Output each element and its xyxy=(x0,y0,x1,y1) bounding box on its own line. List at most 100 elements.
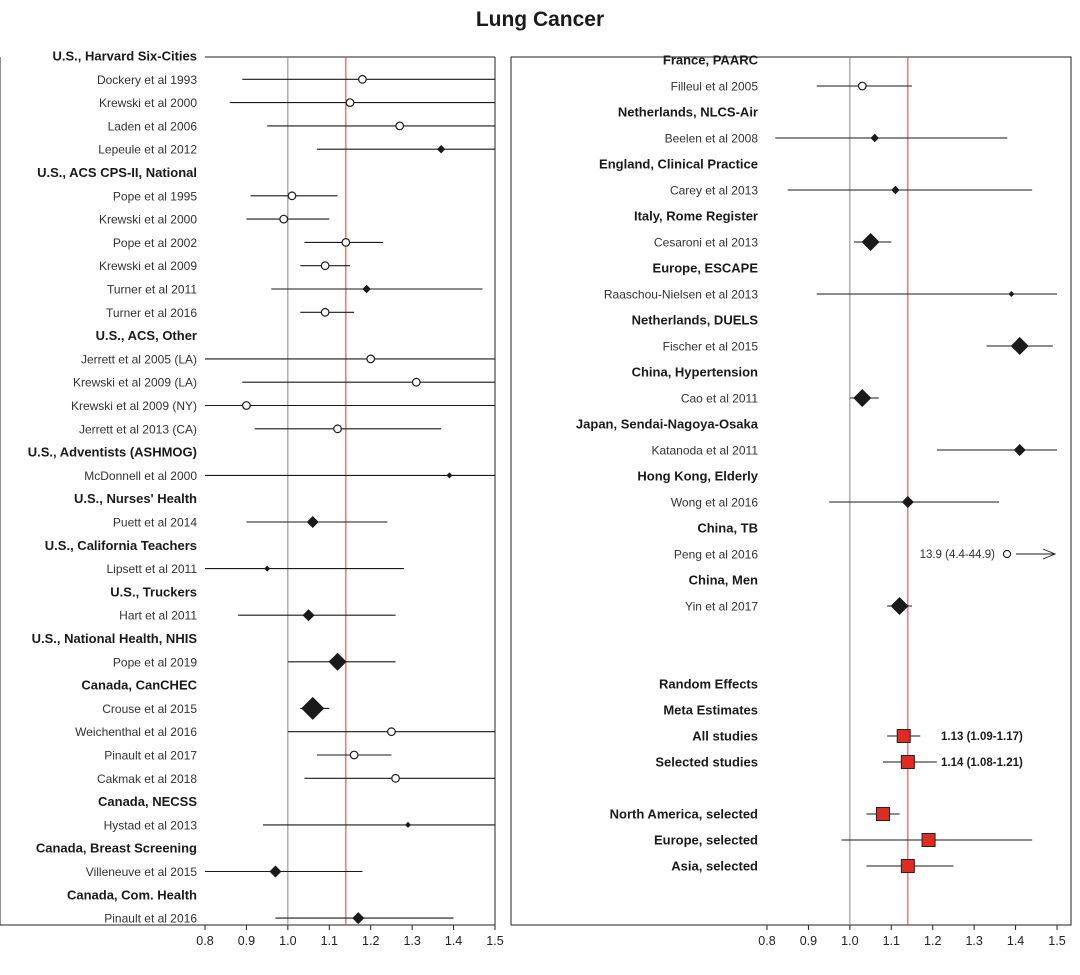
x-tick-label: 1.1 xyxy=(321,934,338,948)
x-tick-label: 1.4 xyxy=(445,934,462,948)
point-estimate-marker xyxy=(352,912,365,925)
point-estimate-marker xyxy=(341,237,351,247)
group-heading: China, TB xyxy=(697,521,758,536)
point-estimate-marker xyxy=(306,516,319,528)
point-estimate-marker xyxy=(853,389,872,407)
point-estimate-marker xyxy=(320,307,330,317)
study-label: Cesaroni et al 2013 xyxy=(654,236,758,250)
study-label: Pope et al 2019 xyxy=(113,655,197,669)
study-label: Filleul et al 2005 xyxy=(671,80,759,94)
study-label: Pope et al 1995 xyxy=(113,189,197,203)
meta-estimate-marker xyxy=(876,807,890,821)
point-estimate-marker xyxy=(1013,444,1026,456)
study-label: Raaschou-Nielsen et al 2013 xyxy=(604,288,758,302)
study-label: Peng et al 2016 xyxy=(674,548,758,562)
point-estimate-marker xyxy=(870,133,879,143)
study-label: Hart et al 2011 xyxy=(119,609,197,623)
x-tick-label: 0.8 xyxy=(758,934,775,948)
study-label: Turner et al 2016 xyxy=(106,306,197,320)
group-heading: Europe, ESCAPE xyxy=(653,261,759,276)
study-label: Laden et al 2006 xyxy=(108,119,198,133)
study-label: Krewski et al 2000 xyxy=(99,213,197,227)
point-estimate-marker xyxy=(301,696,325,720)
point-estimate-marker xyxy=(242,401,251,410)
point-estimate-marker xyxy=(328,652,347,671)
point-estimate-marker xyxy=(333,424,342,434)
meta-label: Selected studies xyxy=(655,755,758,770)
group-heading: Netherlands, NLCS-Air xyxy=(618,105,758,120)
point-estimate-marker xyxy=(901,496,914,508)
x-tick-label: 0.9 xyxy=(238,934,255,948)
point-estimate-marker xyxy=(891,185,900,195)
study-label: Beelen et al 2008 xyxy=(665,132,759,146)
study-label: Krewski et al 2009 (NY) xyxy=(71,399,197,413)
point-estimate-marker xyxy=(1010,337,1029,355)
study-label: Krewski et al 2009 (LA) xyxy=(73,376,197,390)
study-label: Carey et al 2013 xyxy=(670,184,758,198)
study-label: Jerrett et al 2013 (CA) xyxy=(79,422,197,436)
point-estimate-marker xyxy=(387,727,396,737)
x-tick-label: 1.1 xyxy=(883,934,900,948)
x-tick-label: 1.5 xyxy=(1048,934,1065,948)
group-heading: Canada, NECSS xyxy=(98,794,197,809)
group-heading: France, PAARC xyxy=(663,53,759,68)
meta-estimate-marker xyxy=(921,833,936,847)
meta-estimate-marker xyxy=(900,859,915,873)
group-heading: China, Men xyxy=(689,573,758,588)
study-label: Yin et al 2017 xyxy=(685,600,758,614)
group-heading: U.S., Nurses' Health xyxy=(74,491,197,506)
point-estimate-marker xyxy=(405,821,411,828)
study-label: Pinault et al 2016 xyxy=(104,912,197,926)
point-estimate-marker xyxy=(264,565,271,572)
x-tick-label: 1.3 xyxy=(965,934,982,948)
point-estimate-marker xyxy=(279,214,289,224)
study-label: Jerrett et al 2005 (LA) xyxy=(81,352,197,366)
point-estimate-marker xyxy=(890,597,909,615)
group-heading: U.S., Harvard Six-Cities xyxy=(53,49,198,64)
study-label: Cakmak et al 2018 xyxy=(97,772,197,786)
right-forest-panel: 0.8 0.9 1.0 1.1 1.2 1.3 1.4 1.5 France, PAARC Fil… xyxy=(510,53,1072,948)
x-tick-label: 1.2 xyxy=(362,934,379,948)
group-heading: U.S., ACS, Other xyxy=(96,328,197,343)
study-label: Krewski et al 2009 xyxy=(99,259,197,273)
plot-frame xyxy=(510,56,1072,926)
point-estimate-marker xyxy=(320,261,330,271)
study-label: Dockery et al 1993 xyxy=(97,73,197,87)
point-estimate-marker xyxy=(345,98,355,107)
point-estimate-marker xyxy=(287,191,297,201)
group-heading: Hong Kong, Elderly xyxy=(637,469,758,484)
left-forest-panel: 0.8 0.9 1.0 1.1 1.2 1.3 1.4 1.5 U.S., Harvard Si… xyxy=(0,49,504,948)
meta-label: North America, selected xyxy=(610,807,758,822)
study-label: Weichenthal et al 2016 xyxy=(75,725,197,739)
x-tick-label: 1.0 xyxy=(841,934,858,948)
group-heading: U.S., Adventists (ASHMOG) xyxy=(28,445,197,460)
group-heading: Canada, CanCHEC xyxy=(81,678,197,693)
group-heading: Netherlands, DUELS xyxy=(632,313,759,328)
meta-estimate-value: 1.13 (1.09-1.17) xyxy=(941,731,1023,743)
x-tick-label: 1.4 xyxy=(1007,934,1024,948)
group-heading: China, Hypertension xyxy=(632,365,758,380)
x-tick-label: 1.5 xyxy=(486,934,503,948)
group-heading: Canada, Com. Health xyxy=(67,887,197,902)
study-label: Fischer et al 2015 xyxy=(663,340,759,354)
study-label: Lipsett et al 2011 xyxy=(106,562,197,576)
x-tick-label: 1.3 xyxy=(403,934,420,948)
point-estimate-marker xyxy=(362,284,371,294)
group-heading: U.S., Truckers xyxy=(110,584,197,599)
study-label: McDonnell et al 2000 xyxy=(84,469,197,483)
meta-estimate-marker xyxy=(896,729,911,743)
study-label: Puett et al 2014 xyxy=(113,516,197,530)
study-label: Villeneuve et al 2015 xyxy=(86,865,198,879)
point-estimate-marker xyxy=(391,773,400,783)
study-label: Hystad et al 2013 xyxy=(104,818,198,832)
point-estimate-marker xyxy=(269,865,282,878)
point-estimate-marker xyxy=(436,145,446,154)
study-label: Pinault et al 2017 xyxy=(104,749,197,763)
study-label: Turner et al 2011 xyxy=(107,283,197,297)
off-scale-estimate-label: 13.9 (4.4-44.9) xyxy=(920,549,996,561)
group-heading: Italy, Rome Register xyxy=(634,209,758,224)
off-scale-arrow-head xyxy=(1042,548,1057,560)
study-label: Katanoda et al 2011 xyxy=(651,444,758,458)
group-heading: Canada, Breast Screening xyxy=(36,841,197,856)
chart-title: Lung Cancer xyxy=(476,8,604,31)
